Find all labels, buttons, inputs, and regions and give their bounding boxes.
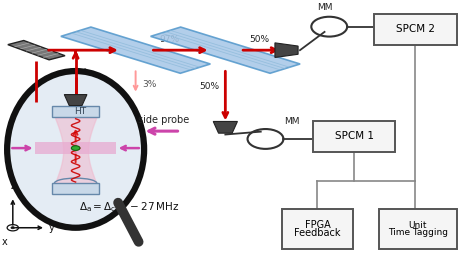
Circle shape <box>72 146 80 151</box>
Text: 3%: 3% <box>143 80 157 89</box>
Bar <box>36 142 116 154</box>
Ellipse shape <box>7 71 144 228</box>
Text: SPCM 1: SPCM 1 <box>335 131 374 141</box>
Bar <box>374 14 457 45</box>
Text: single
photons: single photons <box>61 68 97 88</box>
Text: 50%: 50% <box>200 82 219 91</box>
Polygon shape <box>151 27 300 73</box>
Polygon shape <box>8 41 65 60</box>
Polygon shape <box>213 121 237 133</box>
Text: Time Tagging: Time Tagging <box>388 228 448 237</box>
Text: z: z <box>10 181 15 191</box>
Text: side probe: side probe <box>138 114 190 125</box>
Bar <box>313 121 395 152</box>
Bar <box>282 209 353 249</box>
Polygon shape <box>61 27 210 73</box>
Text: $\Delta_\mathrm{a}=\Delta_\mathrm{c}=-27\,\mathrm{MHz}$: $\Delta_\mathrm{a}=\Delta_\mathrm{c}=-27… <box>79 200 179 214</box>
Text: MM: MM <box>317 3 332 11</box>
Text: Unit: Unit <box>409 221 427 230</box>
Bar <box>379 209 457 249</box>
Bar <box>52 106 99 117</box>
Text: HT: HT <box>74 107 86 116</box>
Bar <box>52 183 99 194</box>
Text: FPGA: FPGA <box>305 220 330 230</box>
Text: MM: MM <box>284 117 300 126</box>
Text: 50%: 50% <box>249 35 269 44</box>
Polygon shape <box>64 95 87 105</box>
Circle shape <box>11 227 15 229</box>
Text: SPCM 2: SPCM 2 <box>396 24 435 34</box>
Text: x: x <box>1 237 7 247</box>
Text: y: y <box>48 223 54 233</box>
Text: Feedback: Feedback <box>294 228 341 238</box>
Polygon shape <box>275 43 298 58</box>
Text: 97%: 97% <box>159 35 179 44</box>
